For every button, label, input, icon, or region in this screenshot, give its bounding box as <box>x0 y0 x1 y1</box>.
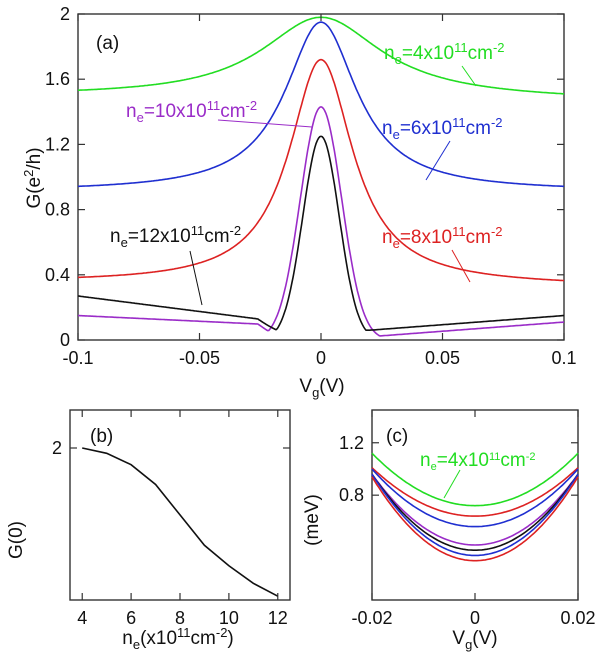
panel-b-yticks: 2 <box>52 438 290 458</box>
y-tick-label: 1.6 <box>45 69 70 89</box>
panel-c-xticks: -0.02 0 0.02 <box>351 410 596 628</box>
panel-b-xticks: 4 6 8 10 12 <box>77 410 288 628</box>
leader-ne10 <box>217 119 313 128</box>
panel-c-label: (c) <box>386 426 408 447</box>
y-tick-label: 2 <box>60 4 70 24</box>
series-label-ne8: ne=8x1011cm-2 <box>382 224 503 251</box>
panel-a-xlabel: Vg(V) <box>299 376 344 400</box>
panel-c-ylabel: (meV) <box>302 494 323 546</box>
series-label-ne12: ne=12x1011cm-2 <box>110 223 241 250</box>
panel-a-curves <box>77 16 565 337</box>
panel-a: -0.1 -0.05 0 0.05 0.1 0 0.4 0.8 1.2 1.6 2 (a) G(e… <box>21 4 577 400</box>
series-label-ne10: ne=10x1011cm-2 <box>126 98 257 125</box>
panel-c-xlabel: Vg(V) <box>452 628 497 652</box>
panel-a-ylabel: G(e2/h) <box>21 147 45 208</box>
leader-ne6 <box>425 140 451 181</box>
panel-a-label: (a) <box>96 33 119 54</box>
series-line-1 <box>78 21 564 188</box>
x-tick-label: 4 <box>77 608 87 628</box>
y-tick-label: 1.2 <box>45 134 70 154</box>
x-tick-label: 0 <box>470 608 480 628</box>
parabola-3 <box>371 473 579 546</box>
x-tick-label: 12 <box>268 608 288 628</box>
x-tick-label: 0.05 <box>425 348 460 368</box>
leader-ne12 <box>189 250 203 306</box>
x-tick-label: -0.05 <box>179 348 220 368</box>
y-tick-label: 0.4 <box>45 265 70 285</box>
panel-b-ylabel: G(0) <box>6 521 27 559</box>
parabola-5 <box>371 473 579 557</box>
x-tick-label: 8 <box>175 608 185 628</box>
panel-c: -0.02 0 0.02 0.8 1.2 (c) (meV) Vg(V) ne=4x1… <box>302 409 596 652</box>
x-tick-label: 10 <box>219 608 239 628</box>
x-tick-label: -0.1 <box>62 348 93 368</box>
parabola-2 <box>371 468 579 528</box>
x-tick-label: 0.1 <box>551 348 576 368</box>
x-tick-label: 0 <box>316 348 326 368</box>
parabola-6 <box>371 476 579 562</box>
parabola-4 <box>371 473 579 551</box>
panel-c-annotation-leader <box>443 469 461 499</box>
x-tick-label: -0.02 <box>351 608 392 628</box>
panel-b-xlabel: ne(x1011cm-2) <box>122 625 234 652</box>
series-line-3 <box>78 106 565 337</box>
panel-a-yticks: 0 0.4 0.8 1.2 1.6 2 <box>45 4 564 350</box>
parabola-0 <box>371 452 579 507</box>
panel-b-curve <box>82 447 279 597</box>
panel-b-label: (b) <box>90 426 113 447</box>
y-tick-label: 0.8 <box>339 485 364 505</box>
panel-a-xticks: -0.1 -0.05 0 0.05 0.1 <box>62 14 577 368</box>
series-label-ne4: ne=4x1011cm-2 <box>384 40 505 67</box>
leader-ne8 <box>451 249 471 283</box>
leader-ne4 <box>461 65 477 87</box>
y-tick-label: 2 <box>52 438 62 458</box>
series-line-4 <box>77 135 564 331</box>
x-tick-label: 6 <box>126 608 136 628</box>
series-line-2 <box>77 58 565 282</box>
parabola-1 <box>371 467 579 517</box>
panel-a-annotations: ne=4x1011cm-2 ne=6x1011cm-2 ne=8x1011cm-… <box>110 40 505 306</box>
y-tick-label: 0.8 <box>45 200 70 220</box>
panel-c-yticks: 0.8 1.2 <box>339 433 578 505</box>
panel-c-annotation: ne=4x1011cm-2 <box>420 450 536 473</box>
y-tick-label: 0 <box>60 330 70 350</box>
panel-c-curves <box>371 452 579 562</box>
panel-b: 4 6 8 10 12 2 (b) G(0) ne(x1011cm-2) <box>6 409 291 652</box>
series-label-ne6: ne=6x1011cm-2 <box>382 115 503 142</box>
y-tick-label: 1.2 <box>339 433 364 453</box>
g0-curve <box>82 447 279 597</box>
x-tick-label: 0.02 <box>560 608 595 628</box>
